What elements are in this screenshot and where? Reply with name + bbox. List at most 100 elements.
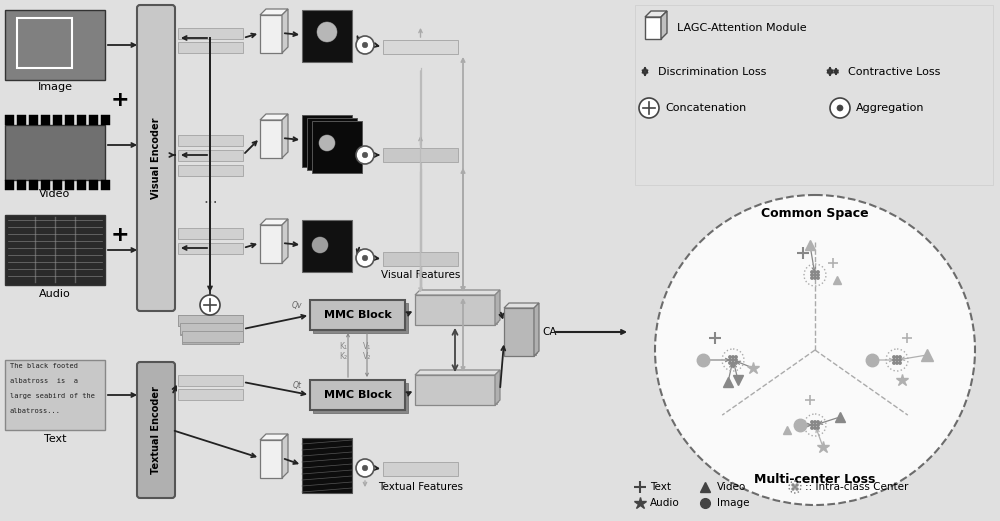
Text: Video: Video	[717, 482, 746, 492]
Bar	[415, 375, 495, 405]
Circle shape	[312, 237, 328, 253]
Bar	[416, 293, 496, 324]
Circle shape	[362, 255, 368, 260]
Text: Text: Text	[44, 434, 66, 444]
Bar	[178, 243, 243, 254]
Bar	[180, 324, 241, 335]
Bar	[310, 300, 405, 330]
Circle shape	[830, 98, 850, 118]
Bar	[302, 438, 352, 493]
Circle shape	[814, 277, 816, 279]
Bar	[178, 389, 243, 400]
Polygon shape	[661, 11, 667, 39]
Bar	[182, 333, 239, 344]
Polygon shape	[260, 219, 288, 225]
Bar	[302, 220, 352, 272]
Bar	[383, 252, 458, 266]
Circle shape	[639, 98, 659, 118]
Text: V₂: V₂	[363, 352, 371, 361]
Text: Video: Video	[39, 189, 71, 199]
Polygon shape	[504, 303, 539, 308]
Bar	[312, 121, 362, 173]
Bar	[5, 215, 105, 285]
Circle shape	[729, 362, 731, 364]
Text: Visual Features: Visual Features	[381, 270, 460, 280]
Text: ···: ···	[203, 196, 218, 211]
Bar	[307, 118, 357, 170]
Bar	[178, 42, 243, 53]
Bar	[89, 115, 98, 125]
Bar	[180, 323, 243, 334]
Bar	[418, 292, 498, 322]
Text: The black footed: The black footed	[10, 363, 78, 369]
Bar	[507, 305, 537, 353]
Text: +: +	[111, 90, 129, 110]
Circle shape	[735, 362, 737, 364]
Circle shape	[319, 135, 335, 151]
Circle shape	[811, 271, 813, 273]
Text: Image: Image	[38, 82, 72, 92]
Polygon shape	[495, 290, 500, 325]
Bar	[29, 115, 38, 125]
Circle shape	[814, 424, 816, 426]
Bar	[178, 28, 243, 39]
Bar	[53, 180, 62, 190]
Text: Multi-center Loss: Multi-center Loss	[754, 473, 876, 486]
Bar	[77, 115, 86, 125]
Bar	[5, 360, 105, 430]
Text: Image: Image	[717, 498, 750, 508]
Bar	[313, 383, 408, 413]
FancyBboxPatch shape	[137, 5, 175, 311]
Circle shape	[811, 277, 813, 279]
Text: Visual Encoder: Visual Encoder	[151, 117, 161, 199]
Circle shape	[362, 152, 368, 158]
Circle shape	[899, 362, 901, 364]
Circle shape	[792, 484, 794, 486]
Bar	[41, 115, 50, 125]
Circle shape	[356, 146, 374, 164]
Polygon shape	[282, 219, 288, 263]
Polygon shape	[415, 290, 500, 295]
Text: MMC Block: MMC Block	[324, 390, 391, 400]
Bar	[416, 374, 496, 403]
Circle shape	[899, 359, 901, 361]
Circle shape	[896, 356, 898, 358]
Text: +: +	[111, 225, 129, 245]
Bar	[260, 440, 282, 478]
Text: K₁: K₁	[339, 342, 347, 351]
Bar	[182, 331, 243, 342]
Circle shape	[893, 356, 895, 358]
Text: Audio: Audio	[650, 498, 680, 508]
Circle shape	[817, 271, 819, 273]
Text: large seabird of the: large seabird of the	[10, 393, 95, 399]
Bar	[5, 180, 14, 190]
Circle shape	[796, 488, 798, 490]
Polygon shape	[282, 114, 288, 158]
Text: Common Space: Common Space	[761, 207, 869, 220]
Bar	[5, 115, 14, 125]
Circle shape	[317, 22, 337, 42]
Polygon shape	[415, 370, 500, 375]
Circle shape	[814, 271, 816, 273]
Circle shape	[811, 424, 813, 426]
Circle shape	[814, 427, 816, 429]
Bar	[5, 10, 105, 80]
Polygon shape	[260, 9, 288, 15]
Circle shape	[896, 362, 898, 364]
Text: CA: CA	[542, 327, 556, 337]
Bar	[383, 148, 458, 162]
Circle shape	[814, 421, 816, 423]
Circle shape	[817, 424, 819, 426]
Circle shape	[837, 105, 843, 111]
Bar	[178, 315, 243, 326]
Circle shape	[893, 362, 895, 364]
Circle shape	[732, 362, 734, 364]
Text: Audio: Audio	[39, 289, 71, 299]
Bar	[310, 380, 405, 410]
Circle shape	[811, 427, 813, 429]
Circle shape	[735, 359, 737, 361]
Circle shape	[893, 359, 895, 361]
Circle shape	[732, 359, 734, 361]
Text: Qv: Qv	[292, 301, 302, 310]
Circle shape	[735, 356, 737, 358]
